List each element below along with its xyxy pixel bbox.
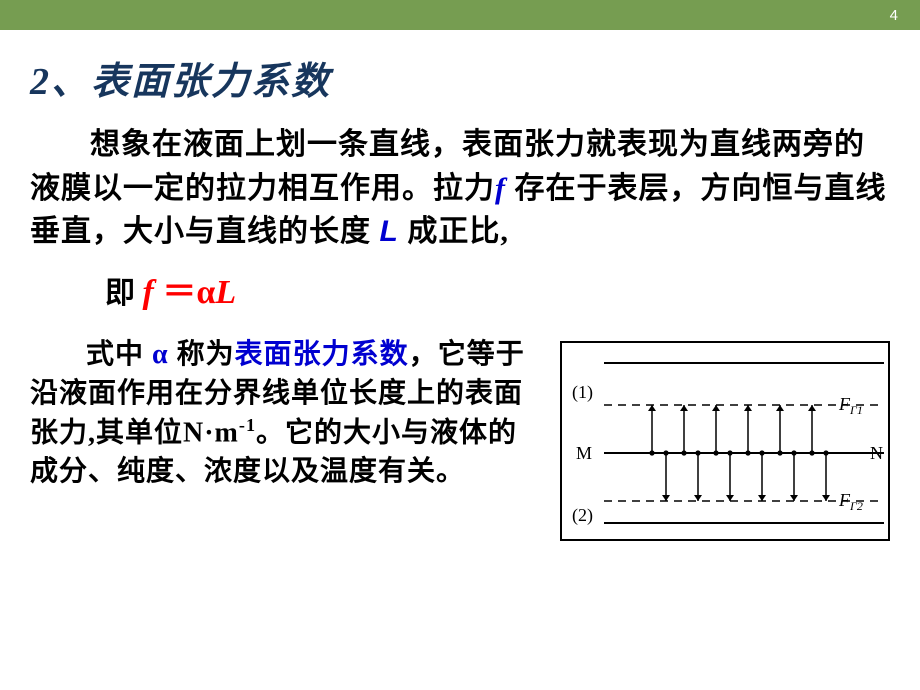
surface-tension-diagram: (1) (2) M N FΓ1 FΓ2 <box>560 341 890 541</box>
formula-eq: ＝ <box>162 274 196 311</box>
formula-prefix: 即 <box>105 277 143 310</box>
svg-text:(1): (1) <box>572 382 593 403</box>
diagram-svg: (1) (2) M N FΓ1 FΓ2 <box>562 343 892 543</box>
page-number-bar: 4 <box>0 0 920 30</box>
formula-L: L <box>215 274 236 311</box>
paragraph-1: 想象在液面上划一条直线，表面张力就表现为直线两旁的液膜以一定的拉力相互作用。拉力… <box>30 123 890 254</box>
p2-text-1: 式中 <box>86 339 144 370</box>
formula: f ＝αL <box>143 274 237 311</box>
svg-text:FΓ2: FΓ2 <box>838 490 863 513</box>
formula-f: f <box>143 274 163 311</box>
lower-row: 式中 α 称为表面张力系数，它等于沿液面作用在分界线单位长度上的表面张力,其单位… <box>30 335 890 541</box>
p2-text-2: 称为 <box>177 339 235 370</box>
symbol-alpha: α <box>144 339 177 370</box>
svg-text:N: N <box>870 443 883 463</box>
unit-exponent: -1 <box>239 415 256 435</box>
svg-text:(2): (2) <box>572 505 593 526</box>
formula-line: 即 f ＝αL <box>30 264 890 313</box>
p1-text-3: 成正比, <box>399 215 509 248</box>
svg-text:M: M <box>576 443 592 463</box>
symbol-f: f <box>495 172 515 205</box>
symbol-L: L <box>380 215 399 248</box>
slide-content: 2、表面张力系数 想象在液面上划一条直线，表面张力就表现为直线两旁的液膜以一定的… <box>30 50 890 680</box>
paragraph-2: 式中 α 称为表面张力系数，它等于沿液面作用在分界线单位长度上的表面张力,其单位… <box>30 335 542 492</box>
page-number: 4 <box>890 7 898 24</box>
term-surface-tension-coeff: 表面张力系数 <box>235 339 409 370</box>
section-heading: 2、表面张力系数 <box>30 50 890 105</box>
svg-text:FΓ1: FΓ1 <box>838 394 863 417</box>
formula-alpha: α <box>196 274 215 311</box>
